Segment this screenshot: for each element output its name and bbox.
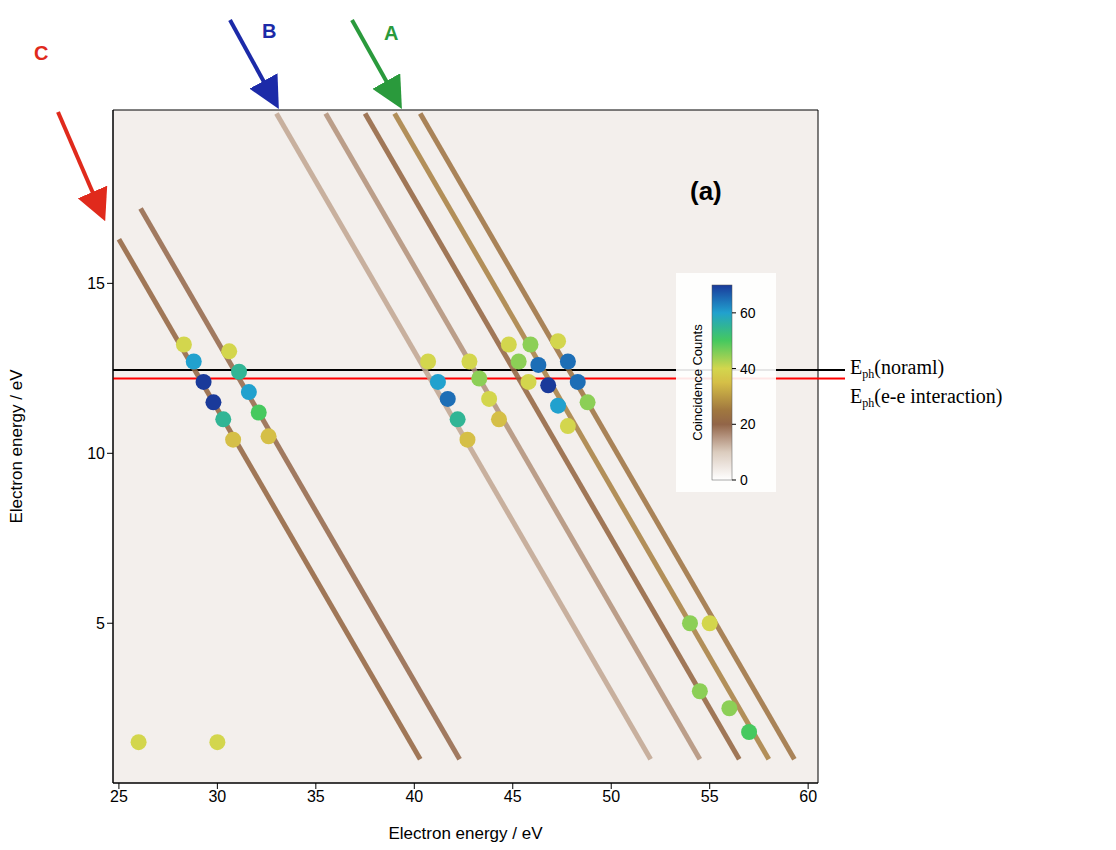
svg-text:60: 60 [740,305,756,321]
svg-text:0: 0 [740,472,748,488]
svg-text:60: 60 [799,788,817,805]
svg-text:Electron energy / eV: Electron energy / eV [7,369,26,524]
svg-text:35: 35 [307,788,325,805]
svg-text:B: B [262,20,276,42]
svg-text:20: 20 [740,416,756,432]
svg-text:40: 40 [740,361,756,377]
svg-text:45: 45 [504,788,522,805]
svg-text:Eph(e-e interaction): Eph(e-e interaction) [850,385,1002,410]
svg-text:C: C [34,42,48,64]
svg-text:Electron energy / eV: Electron energy / eV [388,824,543,843]
svg-text:30: 30 [208,788,226,805]
svg-text:55: 55 [701,788,719,805]
svg-text:25: 25 [110,788,128,805]
svg-text:10: 10 [87,445,105,462]
svg-text:A: A [384,22,398,44]
svg-text:Eph(noraml): Eph(noraml) [850,356,944,381]
svg-text:15: 15 [87,275,105,292]
svg-text:50: 50 [602,788,620,805]
svg-text:(a): (a) [690,176,722,206]
svg-text:Coincidence Counts: Coincidence Counts [690,324,705,441]
svg-text:40: 40 [405,788,423,805]
svg-text:5: 5 [96,615,105,632]
